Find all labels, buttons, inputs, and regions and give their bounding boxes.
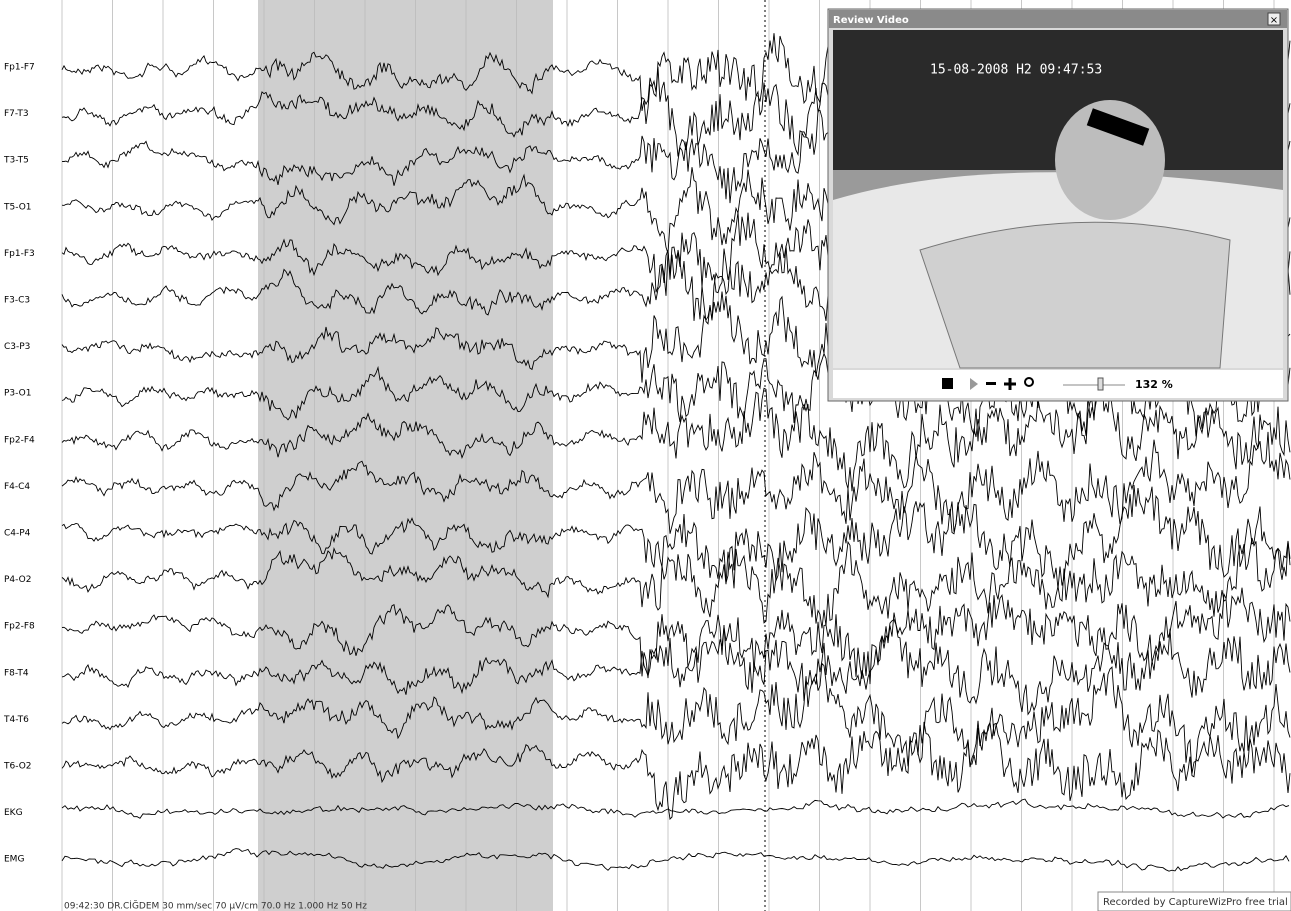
eeg-trace bbox=[61, 614, 1291, 716]
eeg-trace bbox=[61, 798, 1290, 819]
channel-label: P4-O2 bbox=[4, 575, 31, 585]
channel-label: Fp2-F4 bbox=[4, 435, 35, 445]
privacy-bar bbox=[1086, 108, 1150, 146]
title-bar bbox=[829, 10, 1287, 28]
channel-label: Fp2-F8 bbox=[4, 622, 35, 632]
selection-highlight bbox=[258, 0, 553, 911]
channel-label: F8-T4 bbox=[4, 668, 29, 678]
eeg-trace bbox=[61, 721, 1291, 820]
status-bar: 09:42:30 DR.CİĞDEM 30 mm/sec 70 µV/cm 70… bbox=[64, 900, 367, 911]
close-button[interactable] bbox=[1267, 12, 1281, 26]
eeg-trace bbox=[61, 378, 1291, 492]
eeg-trace bbox=[61, 587, 1291, 685]
eeg-trace bbox=[61, 431, 1291, 534]
window-title: Review Video bbox=[833, 15, 909, 26]
channel-label: F3-C3 bbox=[4, 296, 30, 306]
channel-label: EKG bbox=[4, 808, 23, 818]
zoom-in[interactable] bbox=[1004, 378, 1016, 390]
eeg-trace bbox=[61, 662, 1291, 774]
channel-label: EMG bbox=[4, 855, 24, 865]
channel-label: F4-C4 bbox=[4, 482, 30, 492]
video-window[interactable]: Review Video × 15-08-2008 H2 09:47:53 13… bbox=[827, 8, 1289, 402]
eeg-trace bbox=[61, 537, 1291, 629]
channel-label: P3-O1 bbox=[4, 389, 31, 399]
stop-button[interactable] bbox=[942, 378, 953, 389]
zoom-value: 132 % bbox=[1135, 378, 1173, 391]
shirt bbox=[919, 221, 1231, 369]
channel-labels: Fp1-F7 F7-T3 T3-T5 T5-O1 Fp1-F3 F3-C3 C3-P3 P3-… bbox=[3, 63, 35, 865]
channel-label: Fp1-F3 bbox=[4, 249, 35, 259]
video-timestamp: 15-08-2008 H2 09:47:53 bbox=[930, 63, 1102, 78]
watermark-box bbox=[1097, 891, 1291, 911]
eeg-trace bbox=[61, 484, 1291, 590]
channel-label: F7-T3 bbox=[4, 109, 29, 119]
channel-label: T5-O1 bbox=[3, 202, 32, 212]
zoom-out[interactable] bbox=[986, 382, 996, 385]
watermark: Recorded by CaptureWizPro free trial bbox=[1103, 897, 1288, 908]
play-button[interactable] bbox=[970, 378, 978, 390]
slider-thumb[interactable] bbox=[1097, 377, 1104, 391]
controls-bar bbox=[833, 370, 1283, 398]
time-grid bbox=[61, 0, 1275, 911]
eeg-trace bbox=[61, 341, 1291, 442]
channel-label: C4-P4 bbox=[4, 529, 31, 539]
channel-label: Fp1-F7 bbox=[4, 63, 35, 73]
channel-label: C3-P3 bbox=[4, 342, 30, 352]
channel-label: T4-T6 bbox=[3, 715, 29, 725]
zoom-icon bbox=[1024, 377, 1034, 387]
channel-label: T3-T5 bbox=[3, 156, 29, 166]
channel-label: T6-O2 bbox=[3, 762, 32, 772]
eeg-trace bbox=[61, 848, 1290, 872]
close-icon: × bbox=[1270, 15, 1278, 26]
